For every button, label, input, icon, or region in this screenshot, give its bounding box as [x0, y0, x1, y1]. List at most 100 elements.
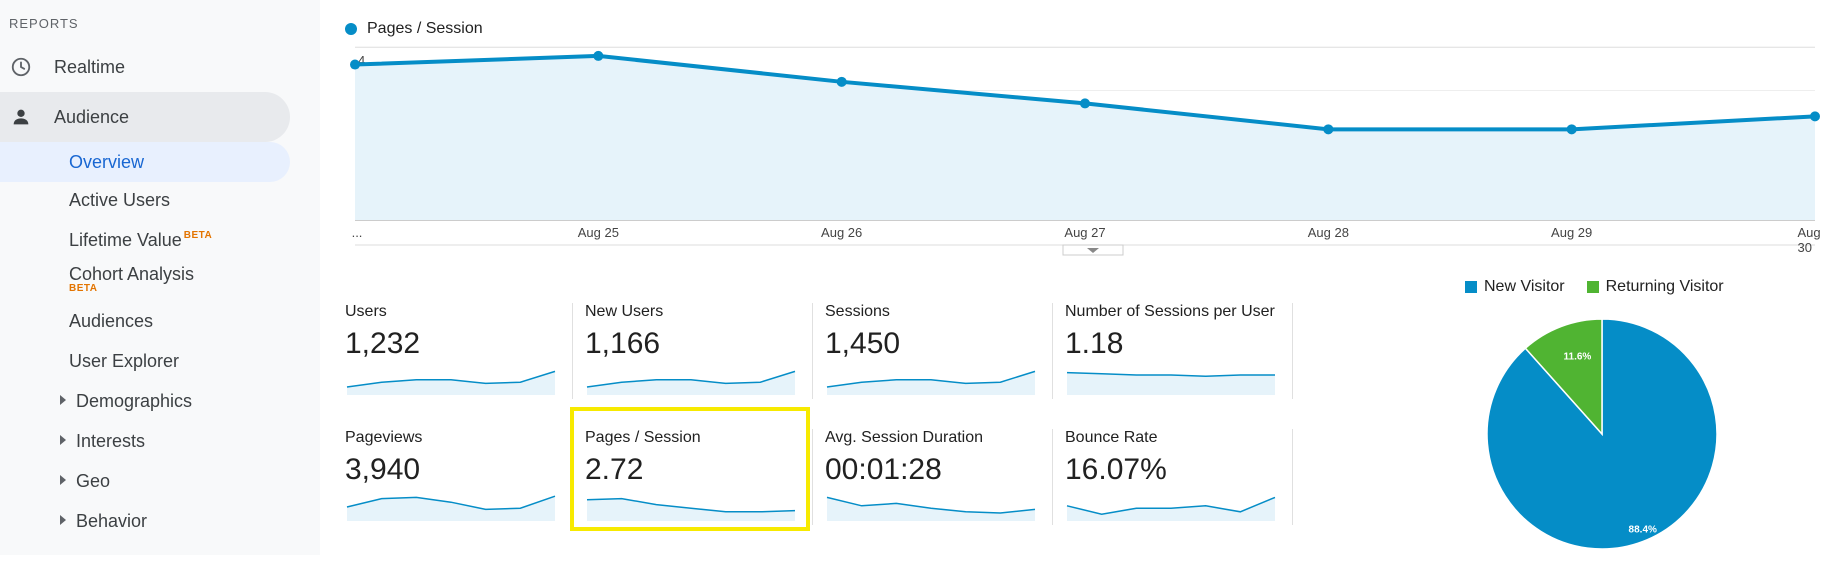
legend-dot-icon	[345, 23, 357, 35]
metric-label: New Users	[585, 303, 664, 320]
sparkline-line	[586, 370, 796, 388]
sidebar-item-label: Cohort Analysis	[69, 264, 195, 284]
sparkline-area	[347, 496, 555, 521]
y-tick-label: 4	[358, 53, 366, 68]
chart-legend: Pages / Session	[345, 20, 483, 38]
chevron-down-icon	[1087, 248, 1099, 253]
data-point[interactable]	[1566, 124, 1577, 135]
sidebar-item-audiences[interactable]: Audiences	[69, 311, 154, 331]
sidebar-item-label: Lifetime Value	[69, 230, 182, 250]
sidebar-item-overview[interactable]: Overview	[0, 142, 290, 182]
sidebar-item-user-explorer[interactable]: User Explorer	[69, 351, 180, 371]
caret-right-icon	[60, 435, 66, 446]
sparkline	[346, 495, 556, 521]
clock-icon	[11, 57, 31, 77]
tile-divider	[572, 303, 573, 399]
data-point[interactable]	[836, 76, 847, 87]
sidebar-item-behavior[interactable]: Behavior	[60, 511, 147, 532]
sidebar-item-label: Realtime	[54, 56, 126, 77]
sparkline-line	[826, 370, 1036, 388]
data-point[interactable]	[350, 59, 360, 70]
metric-tile[interactable]: Bounce Rate 16.07%	[1060, 429, 1280, 539]
sparkline	[1066, 371, 1275, 395]
legend-swatch-icon	[1465, 281, 1477, 293]
sparkline-line	[826, 496, 1036, 514]
metric-tile[interactable]: Number of Sessions per User 1.18	[1060, 303, 1280, 413]
sparkline-area	[1067, 497, 1275, 521]
x-tick-label: Aug 25	[577, 225, 619, 240]
metric-value: 1,450	[825, 327, 901, 360]
pie-slice[interactable]	[1524, 318, 1603, 436]
sidebar-item-label: Demographics	[76, 391, 193, 411]
visitor-type-pie-chart: 88.4% 11.6%	[1486, 318, 1718, 550]
x-tick-label: ...	[351, 225, 363, 240]
sidebar-item-demographics[interactable]: Demographics	[60, 391, 192, 412]
metric-value: 2.72	[585, 453, 644, 486]
legend-label: Returning Visitor	[1605, 278, 1724, 295]
sparkline	[1066, 496, 1276, 521]
person-icon	[13, 109, 29, 125]
pages-per-session-chart	[350, 46, 1820, 256]
caret-right-icon	[60, 475, 66, 486]
sidebar-item-audience[interactable]: Audience	[0, 92, 290, 142]
tile-divider	[812, 429, 813, 525]
data-point[interactable]	[593, 50, 604, 61]
sidebar-item-interests[interactable]: Interests	[60, 431, 145, 452]
metric-value: 1.18	[1065, 327, 1124, 360]
sidebar-item-label: Interests	[76, 431, 146, 451]
sparkline-area	[587, 498, 795, 521]
data-point[interactable]	[1080, 98, 1090, 109]
sparkline-line	[1066, 496, 1276, 515]
sidebar-item-active-users[interactable]: Active Users	[69, 190, 171, 210]
tile-divider	[1052, 429, 1053, 525]
legend-label: Pages / Session	[367, 20, 483, 37]
x-tick-label: Aug 29	[1551, 225, 1593, 240]
sparkline-area	[347, 371, 555, 395]
reports-section-label: REPORTS	[9, 16, 79, 31]
caret-right-icon	[60, 395, 66, 406]
metric-value: 1,232	[345, 327, 421, 360]
sidebar-item-geo[interactable]: Geo	[60, 471, 110, 492]
tile-divider	[1292, 429, 1293, 525]
data-point[interactable]	[1810, 111, 1820, 122]
sparkline	[346, 370, 556, 395]
area-fill	[355, 55, 1815, 221]
sidebar-item-label: Behavior	[76, 511, 148, 531]
metric-tile[interactable]: Users 1,232	[340, 303, 560, 413]
sparkline-line	[346, 370, 556, 388]
sidebar-item-lifetime-value[interactable]: Lifetime Value BETA	[69, 230, 212, 251]
sidebar-item-realtime[interactable]: Realtime	[0, 42, 125, 92]
metric-tile[interactable]: Avg. Session Duration 00:01:28	[820, 429, 1040, 539]
caret-right-icon	[60, 515, 66, 526]
pie-legend: New Visitor Returning Visitor	[1465, 278, 1724, 296]
sparkline-line	[346, 495, 556, 511]
pie-slice-label: 88.4%	[1629, 525, 1657, 536]
sparkline-area	[587, 371, 795, 395]
tile-divider	[1052, 303, 1053, 399]
sparkline	[826, 496, 1036, 521]
metric-tile[interactable]: Pageviews 3,940	[340, 429, 560, 539]
legend-swatch-icon	[1586, 281, 1599, 293]
metric-label: Bounce Rate	[1065, 429, 1158, 446]
metric-label: Pages / Session	[585, 429, 701, 446]
metric-value: 16.07%	[1065, 453, 1167, 486]
metric-label: Number of Sessions per User	[1065, 303, 1275, 320]
x-tick-label: Aug 27	[1064, 225, 1106, 240]
beta-badge: BETA	[69, 283, 98, 294]
metric-value: 00:01:28	[825, 453, 942, 486]
metric-label: Sessions	[825, 303, 890, 320]
metric-value: 3,940	[345, 453, 421, 486]
sparkline-line	[586, 497, 796, 513]
x-tick-label: Aug 30	[1797, 225, 1821, 255]
metric-label: Pageviews	[345, 429, 423, 446]
metric-tile[interactable]: Pages / Session 2.72	[580, 429, 800, 539]
sidebar: REPORTS Realtime Audience Overview Activ…	[0, 0, 320, 555]
sparkline	[586, 370, 796, 395]
sparkline-area	[827, 371, 1035, 395]
metric-tile[interactable]: Sessions 1,450	[820, 303, 1040, 413]
metric-tile[interactable]: New Users 1,166	[580, 303, 800, 413]
sidebar-item-cohort-analysis[interactable]: Cohort Analysis BETA	[69, 264, 194, 294]
pie-slice-label: 11.6%	[1564, 352, 1592, 363]
beta-badge: BETA	[183, 230, 213, 241]
data-point[interactable]	[1323, 124, 1334, 135]
